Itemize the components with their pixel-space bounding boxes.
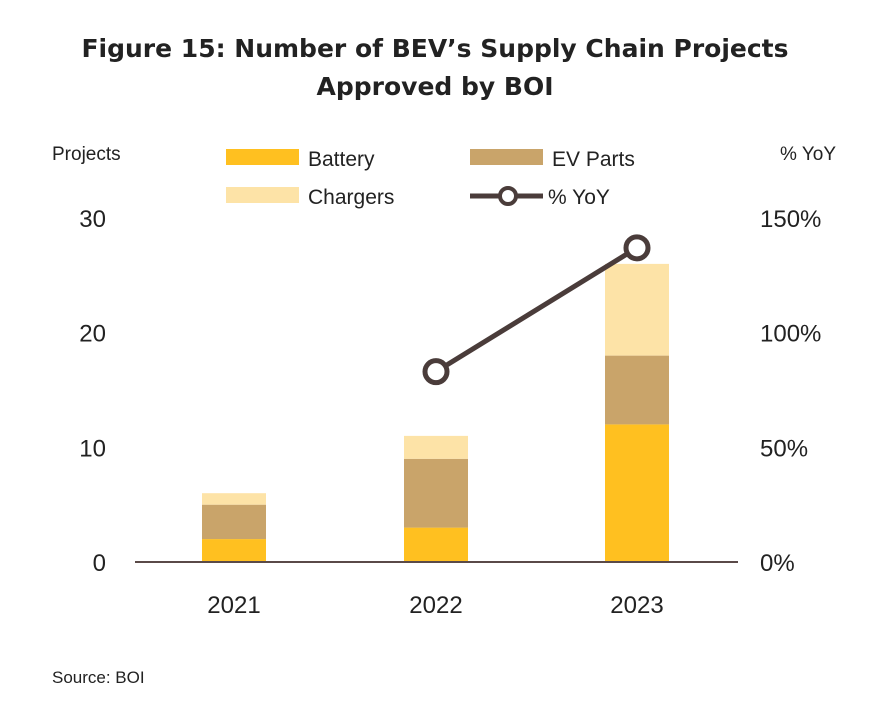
bar-chargers-2021 [202, 493, 266, 505]
y-tick-left-label: 0 [93, 550, 106, 577]
legend-label-chargers: Chargers [308, 186, 394, 209]
y-tick-right-label: 150% [760, 206, 821, 233]
bar-battery-2021 [202, 539, 266, 562]
source-note: Source: BOI [52, 668, 145, 687]
y-tick-right-label: 100% [760, 321, 821, 348]
x-tick-label: 2022 [409, 592, 462, 619]
legend-swatch-chargers [226, 187, 299, 203]
legend-swatch-battery [226, 149, 299, 165]
x-tick-label: 2021 [207, 592, 260, 619]
yoy-point [422, 358, 450, 386]
bar-battery-2023 [605, 424, 669, 562]
y-tick-left-label: 30 [79, 206, 106, 233]
bar-ev-parts-2023 [605, 355, 669, 425]
chart-title: Figure 15: Number of BEV’s Supply Chain … [0, 30, 870, 106]
bar-ev-parts-2021 [202, 504, 266, 540]
chart-title-line-1: Figure 15: Number of BEV’s Supply Chain … [81, 34, 789, 63]
bar-chargers-2022 [404, 435, 468, 459]
yoy-point [623, 234, 651, 262]
y-tick-left-label: 20 [79, 321, 106, 348]
legend-label-battery: Battery [308, 148, 375, 171]
legend-swatch-marker-yoy [498, 186, 518, 206]
x-tick-label: 2023 [610, 592, 663, 619]
legend-label-ev-parts: EV Parts [552, 148, 635, 171]
y-axis-right-title: % YoY [780, 144, 836, 165]
y-tick-left-label: 10 [79, 435, 106, 462]
y-tick-right-label: 50% [760, 435, 808, 462]
y-axis-left-title: Projects [52, 144, 121, 165]
bar-battery-2022 [404, 527, 468, 562]
bar-ev-parts-2022 [404, 458, 468, 528]
yoy-line [434, 245, 639, 374]
bar-chargers-2023 [605, 263, 669, 356]
y-tick-right-label: 0% [760, 550, 795, 577]
legend-swatch-ev-parts [470, 149, 543, 165]
legend-label-yoy: % YoY [548, 186, 610, 209]
chart-title-line-2: Approved by BOI [316, 72, 554, 101]
